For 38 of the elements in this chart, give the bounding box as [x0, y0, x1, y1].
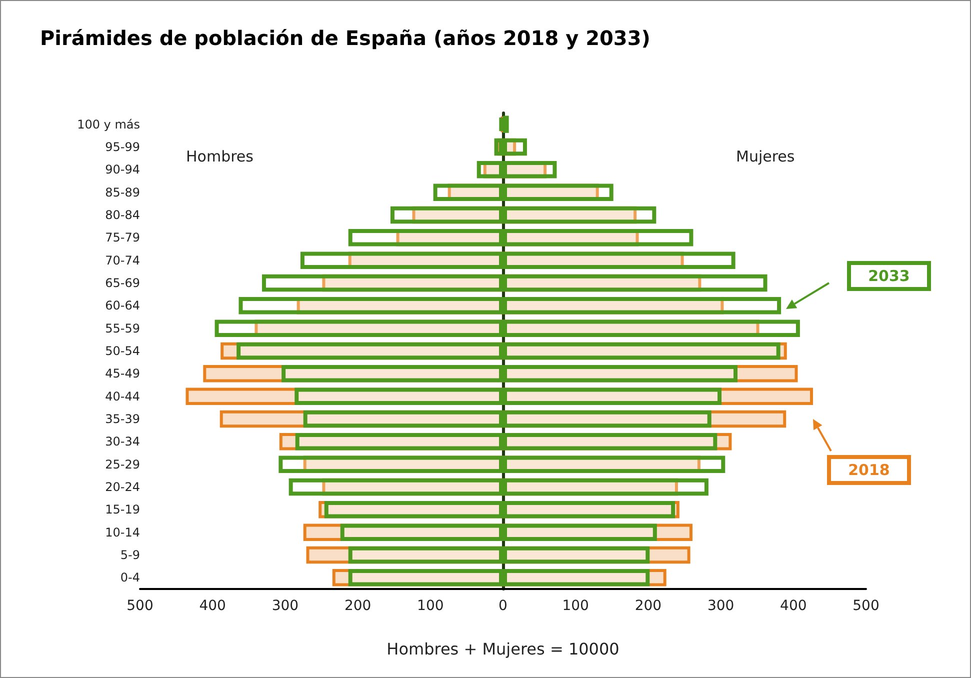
x-tick-label: 100	[562, 598, 589, 614]
y-tick-label: 90-94	[105, 162, 140, 177]
y-tick-label: 25-29	[105, 457, 140, 472]
y-tick-label: 5-9	[120, 548, 140, 562]
text: 2018	[848, 461, 890, 479]
y-tick-label: 100 y más	[77, 117, 140, 132]
y-tick-label: 20-24	[105, 480, 140, 494]
x-tick-label: 200	[344, 598, 372, 614]
y-tick-label: 75-79	[105, 230, 140, 245]
x-tick-label: 300	[272, 598, 299, 614]
y-tick-label: 70-74	[105, 253, 140, 268]
y-tick-label: 0-4	[120, 570, 140, 585]
y-tick-label: 15-19	[105, 502, 140, 517]
y-tick-label: 50-54	[105, 344, 140, 358]
y-tick-label: 10-14	[105, 525, 140, 540]
y-tick-label: 35-39	[105, 412, 140, 426]
y-tick-label: 60-64	[105, 298, 140, 313]
y-tick-label: 65-69	[105, 276, 140, 290]
x-tick-label: 300	[707, 598, 734, 614]
x-tick-label: 500	[126, 598, 154, 614]
annotation: Hombres	[186, 148, 254, 166]
y-tick-label: 95-99	[105, 140, 140, 154]
y-tick-label: 55-59	[105, 321, 140, 336]
text: 2033	[868, 267, 910, 285]
x-axis-title: Hombres + Mujeres = 10000	[386, 640, 620, 658]
x-tick-label: 200	[634, 598, 662, 614]
x-tick-label: 100	[417, 598, 444, 614]
y-tick-label: 40-44	[105, 389, 140, 404]
x-tick-label: 400	[199, 598, 226, 614]
x-tick-label: 400	[780, 598, 807, 614]
y-tick-label: 45-49	[105, 366, 140, 381]
chart-title: Pirámides de población de España (años 2018 y 2033)	[40, 26, 650, 50]
x-tick-label: 500	[852, 598, 880, 614]
y-tick-label: 80-84	[105, 208, 140, 222]
y-tick-label: 30-34	[105, 434, 140, 449]
y-tick-label: 85-89	[105, 185, 140, 200]
x-tick-label: 0	[498, 598, 508, 614]
annotation: Mujeres	[736, 148, 795, 166]
